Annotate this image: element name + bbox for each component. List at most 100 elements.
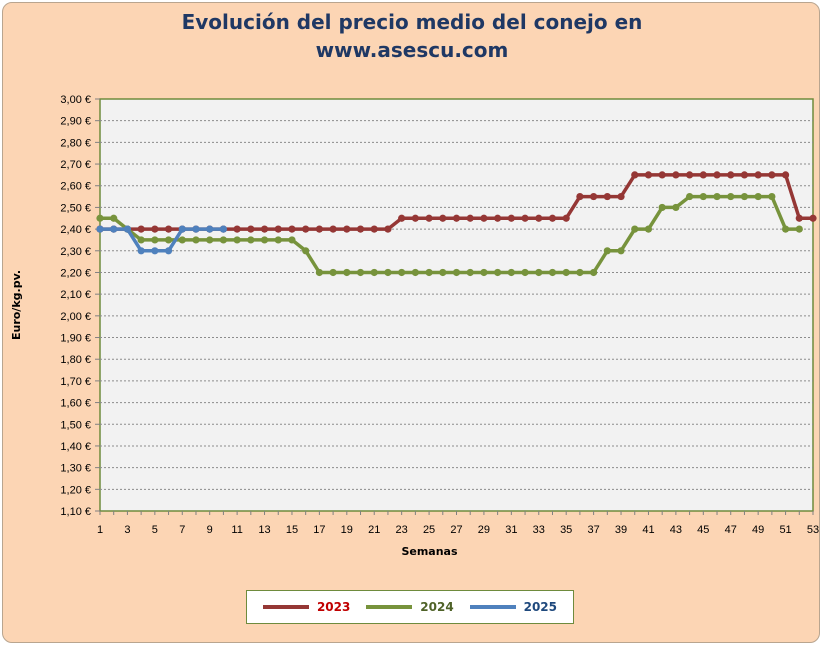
y-tick-label: 1,10 € bbox=[60, 506, 91, 518]
point-2024 bbox=[398, 268, 406, 277]
point-2023 bbox=[164, 225, 173, 233]
point-2024 bbox=[206, 236, 214, 244]
point-2024 bbox=[329, 268, 337, 277]
series-line-2025 bbox=[100, 227, 224, 253]
point-2023 bbox=[603, 192, 611, 201]
x-axis-title: Semanas bbox=[401, 545, 458, 558]
point-2023 bbox=[315, 225, 323, 233]
x-tick-label: 43 bbox=[670, 524, 682, 536]
y-tick-label: 1,70 € bbox=[60, 376, 91, 388]
chart-title-line2: www.asescu.com bbox=[315, 38, 509, 62]
point-2023 bbox=[754, 171, 762, 179]
point-2024 bbox=[521, 268, 529, 277]
point-2025 bbox=[151, 247, 159, 255]
point-2024 bbox=[260, 236, 269, 244]
legend-item-2024: 2024 bbox=[366, 600, 454, 614]
point-2024 bbox=[439, 268, 447, 277]
point-2024 bbox=[110, 214, 118, 222]
point-2023 bbox=[370, 225, 378, 233]
y-tick-label: 3,00 € bbox=[60, 94, 91, 106]
point-2024 bbox=[356, 268, 365, 277]
point-2023 bbox=[302, 225, 310, 233]
y-tick-label: 2,30 € bbox=[60, 246, 91, 258]
point-2024 bbox=[754, 192, 762, 201]
point-2023 bbox=[384, 225, 392, 233]
point-2023 bbox=[521, 214, 529, 222]
point-2023 bbox=[535, 214, 543, 222]
point-2024 bbox=[302, 247, 310, 255]
x-tick-label: 17 bbox=[313, 524, 325, 536]
x-tick-label: 37 bbox=[587, 524, 599, 536]
x-tick-label: 3 bbox=[124, 524, 130, 536]
legend-label-2024: 2024 bbox=[420, 600, 454, 614]
y-tick-label: 1,90 € bbox=[60, 333, 91, 345]
point-2023 bbox=[398, 214, 406, 222]
x-tick-label: 27 bbox=[450, 524, 462, 536]
point-2024 bbox=[219, 236, 228, 244]
x-tick-label: 1 bbox=[97, 524, 103, 536]
point-2023 bbox=[617, 192, 625, 201]
point-2024 bbox=[370, 268, 378, 277]
point-2023 bbox=[740, 171, 749, 179]
point-2023 bbox=[644, 171, 653, 179]
y-tick-label: 1,60 € bbox=[60, 398, 91, 410]
point-2024 bbox=[685, 192, 694, 201]
x-tick-label: 35 bbox=[560, 524, 572, 536]
point-2024 bbox=[699, 192, 707, 201]
point-2023 bbox=[452, 214, 461, 222]
legend-swatch-2024 bbox=[366, 605, 413, 609]
point-2024 bbox=[535, 268, 543, 277]
point-2025 bbox=[192, 225, 200, 233]
x-tick-label: 5 bbox=[152, 524, 158, 536]
legend-swatch-2025 bbox=[469, 605, 516, 609]
point-2023 bbox=[288, 225, 296, 233]
legend-item-2023: 2023 bbox=[262, 600, 351, 614]
legend-label-2023: 2023 bbox=[316, 600, 351, 614]
legend-label-2025: 2025 bbox=[523, 600, 558, 614]
x-tick-label: 13 bbox=[258, 524, 270, 536]
point-2024 bbox=[740, 192, 749, 201]
y-tick-label: 2,90 € bbox=[60, 116, 91, 128]
y-tick-label: 1,40 € bbox=[60, 441, 91, 453]
y-axis-title: Euro/kg.pv. bbox=[10, 270, 23, 340]
point-2024 bbox=[192, 236, 200, 244]
point-2023 bbox=[727, 171, 735, 179]
point-2024 bbox=[274, 236, 282, 244]
point-2024 bbox=[768, 192, 776, 201]
x-tick-label: 7 bbox=[179, 524, 185, 536]
series-line-2024 bbox=[100, 194, 800, 275]
point-2023 bbox=[425, 214, 433, 222]
point-2023 bbox=[247, 225, 255, 233]
point-2024 bbox=[617, 247, 625, 255]
point-2024 bbox=[425, 268, 433, 277]
point-2025 bbox=[96, 225, 104, 233]
y-tick-label: 1,20 € bbox=[60, 484, 91, 496]
point-2023 bbox=[466, 214, 474, 222]
point-2023 bbox=[411, 214, 419, 222]
point-2023 bbox=[576, 192, 584, 201]
point-2023 bbox=[274, 225, 282, 233]
point-2023 bbox=[809, 214, 817, 222]
point-2023 bbox=[329, 225, 337, 233]
point-2024 bbox=[603, 247, 611, 255]
point-2024 bbox=[233, 236, 241, 244]
point-2023 bbox=[356, 225, 365, 233]
x-tick-label: 45 bbox=[697, 524, 709, 536]
point-2025 bbox=[137, 247, 145, 255]
y-tick-label: 2,60 € bbox=[60, 181, 91, 193]
point-2024 bbox=[480, 268, 488, 277]
point-2025 bbox=[206, 225, 214, 233]
x-tick-label: 31 bbox=[505, 524, 517, 536]
y-tick-label: 2,50 € bbox=[60, 202, 91, 214]
point-2025 bbox=[219, 225, 228, 233]
point-2025 bbox=[110, 225, 118, 233]
x-tick-label: 9 bbox=[207, 524, 213, 536]
legend-item-2025: 2025 bbox=[469, 600, 558, 614]
point-2023 bbox=[590, 192, 598, 201]
legend-swatch-2023 bbox=[262, 605, 309, 609]
x-tick-label: 33 bbox=[533, 524, 545, 536]
point-2024 bbox=[644, 225, 653, 233]
point-2023 bbox=[631, 171, 639, 179]
point-2024 bbox=[178, 236, 186, 244]
